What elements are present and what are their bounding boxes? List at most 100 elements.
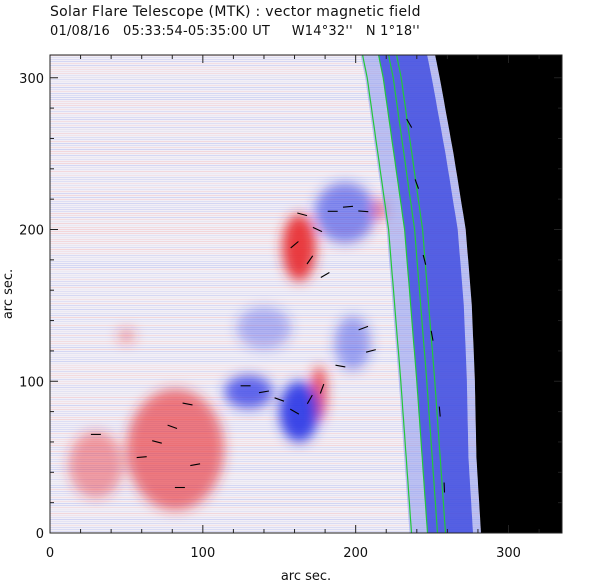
- contour-line: [378, 55, 429, 533]
- noise-stripe: [50, 67, 562, 68]
- noise-stripe: [50, 455, 562, 456]
- noise-stripe: [50, 481, 562, 482]
- noise-stripe: [50, 477, 562, 478]
- plot-area: [50, 55, 562, 533]
- noise-stripe: [50, 365, 562, 366]
- noise-stripe: [50, 97, 562, 98]
- noise-stripe: [50, 499, 562, 500]
- positive-polarity-region: [117, 328, 136, 344]
- noise-stripe: [50, 527, 562, 528]
- noise-stripe: [50, 195, 562, 196]
- noise-stripe: [50, 149, 562, 150]
- field-vector: [358, 325, 369, 331]
- noise-stripe: [50, 335, 562, 336]
- noise-stripe: [50, 311, 562, 312]
- noise-stripe: [50, 155, 562, 156]
- contour-line: [388, 55, 439, 533]
- noise-stripe: [50, 141, 562, 142]
- field-vector: [258, 390, 269, 394]
- field-vector: [406, 118, 413, 128]
- field-vector: [320, 272, 330, 278]
- noise-stripe: [50, 73, 562, 74]
- noise-stripe: [50, 89, 562, 90]
- noise-stripe: [50, 473, 562, 474]
- negative-polarity-region: [314, 182, 376, 244]
- field-vector: [306, 255, 314, 265]
- noise-stripe: [50, 171, 562, 172]
- negative-polarity-region: [224, 375, 274, 409]
- noise-stripe: [50, 111, 562, 112]
- noise-stripe: [50, 479, 562, 480]
- field-vector: [319, 383, 325, 394]
- noise-stripe: [50, 343, 562, 344]
- noise-stripe: [50, 369, 562, 370]
- noise-stripe: [50, 151, 562, 152]
- field-vector: [335, 364, 346, 368]
- observation-date: 01/08/16: [50, 24, 110, 39]
- noise-stripe: [50, 59, 562, 60]
- negative-polarity-region: [236, 306, 292, 350]
- positive-polarity-region: [282, 214, 316, 282]
- noise-stripe: [50, 83, 562, 84]
- noise-stripe: [50, 99, 562, 100]
- x-axis-title: arc sec.: [281, 569, 331, 584]
- observation-time-range: 05:33:54-05:35:00 UT: [123, 24, 271, 39]
- noise-stripe: [50, 505, 562, 506]
- field-vector: [167, 424, 178, 430]
- noise-stripe: [50, 63, 562, 64]
- noise-stripe: [50, 185, 562, 186]
- noise-stripe: [50, 167, 562, 168]
- noise-stripe: [50, 309, 562, 310]
- field-vector: [422, 254, 427, 265]
- noise-stripe: [50, 173, 562, 174]
- chart-subtitle: 01/08/16 05:33:54-05:35:00 UT W14°32'' N…: [50, 24, 420, 39]
- noise-stripe: [50, 485, 562, 486]
- field-vector: [414, 179, 420, 189]
- noise-stripe: [50, 79, 562, 80]
- noise-stripe: [50, 359, 562, 360]
- noise-stripe: [50, 279, 562, 280]
- noise-stripe: [50, 201, 562, 202]
- contour-lines: [362, 55, 447, 533]
- noise-stripe: [50, 441, 562, 442]
- noise-stripe: [50, 371, 562, 372]
- axes: 0 100 200 300 0 100 200 300 arc sec. arc sec.: [1, 55, 562, 584]
- noise-stripe: [50, 143, 562, 144]
- noise-stripe: [50, 305, 562, 306]
- noise-stripe: [50, 373, 562, 374]
- noise-stripe: [50, 347, 562, 348]
- noise-stripe: [50, 101, 562, 102]
- noise-stripe: [50, 81, 562, 82]
- noise-stripe: [50, 521, 562, 522]
- noise-stripe: [50, 293, 562, 294]
- noise-stripe: [50, 109, 562, 110]
- noise-stripe: [50, 205, 562, 206]
- noise-stripe: [50, 129, 562, 130]
- noise-stripe: [50, 69, 562, 70]
- noise-stripe: [50, 453, 562, 454]
- field-vector: [438, 406, 441, 417]
- noise-stripe: [50, 363, 562, 364]
- noise-stripe: [50, 287, 562, 288]
- noise-stripe: [50, 337, 562, 338]
- noise-stripe: [50, 117, 562, 118]
- noise-stripe: [50, 523, 562, 524]
- noise-stripe: [50, 135, 562, 136]
- noise-stripe: [50, 181, 562, 182]
- noise-stripe: [50, 203, 562, 204]
- noise-stripe: [50, 327, 562, 328]
- noise-stripe: [50, 491, 562, 492]
- noise-stripe: [50, 179, 562, 180]
- noise-stripe: [50, 443, 562, 444]
- noise-stripe: [50, 159, 562, 160]
- field-vector: [358, 210, 369, 213]
- field-vector: [430, 330, 434, 341]
- noise-stripe: [50, 131, 562, 132]
- noise-stripe: [50, 207, 562, 208]
- noise-stripe: [50, 85, 562, 86]
- noise-stripe: [50, 531, 562, 532]
- transverse-vectors: [90, 118, 446, 493]
- noise-stripe: [50, 119, 562, 120]
- y-tick-label: 200: [19, 224, 44, 239]
